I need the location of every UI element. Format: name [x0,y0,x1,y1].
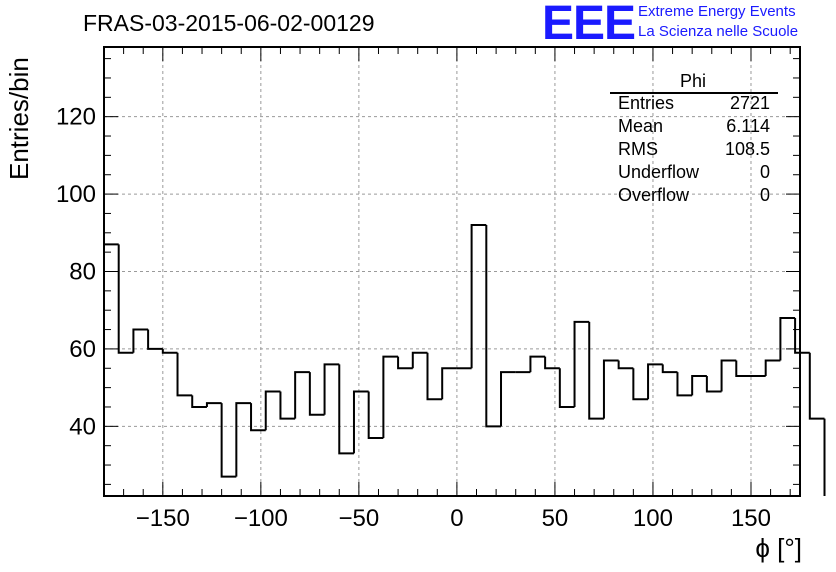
plot-frame [103,46,801,497]
y-tick-label: 120 [56,104,96,131]
histogram-bin [117,244,134,354]
histogram-bin [323,363,340,415]
histogram-bin [397,356,413,370]
stat-value: 2721 [729,93,770,113]
stat-row-underflow: Underflow 0 [618,162,770,183]
histogram-bin [617,360,634,370]
stat-row-entries: Entries 2721 [618,93,770,114]
histogram-bin [352,390,369,454]
histogram-bin [235,402,252,477]
chart-title: FRAS-03-2015-06-02-00129 [83,10,375,36]
histogram-bin [735,360,751,378]
histogram-bin [220,403,237,478]
histogram-bin [647,363,663,400]
histogram-bin [441,367,457,400]
histogram-bin [338,364,354,455]
y-tick-label: 80 [69,259,96,286]
stat-label: Underflow [618,162,700,182]
histogram-bin [176,352,193,397]
histogram-bin [308,372,325,416]
histogram-bin [676,372,693,397]
histogram-bin [705,376,722,393]
histogram-bin [147,329,163,350]
histogram-bin [720,359,737,392]
y-tick-label: 40 [69,413,96,440]
x-tick-label: −100 [234,505,288,532]
histogram-bin [411,351,428,369]
histogram-bin [529,355,546,373]
histogram-bin [558,368,575,408]
histogram-bin [264,390,281,431]
stat-row-overflow: Overflow 0 [618,185,770,206]
stat-label: RMS [618,139,658,159]
x-tick-label: 0 [450,505,463,532]
x-tick-label: −50 [339,505,380,532]
histogram-bin [485,225,502,428]
stat-value: 0 [759,162,770,182]
logo-text-line1: Extreme Energy Events [638,3,796,20]
histogram-bin [764,359,781,377]
histogram-bin [573,320,590,407]
histogram-bin [205,402,222,407]
stat-row-rms: RMS 108.5 [618,139,770,160]
y-tick-label: 100 [56,181,96,208]
histogram-bin [382,355,399,438]
histogram-bin [470,224,487,369]
histogram-bin [588,321,604,420]
logo-text-line2: La Scienza nelle Scuole [638,23,799,40]
histogram-bin [279,391,296,420]
x-tick-label: 50 [542,505,569,532]
histogram-bin [661,364,678,374]
stat-value: 6.114 [726,116,770,136]
histogram-bin [691,375,707,396]
stat-row-mean: Mean 6.114 [618,116,770,137]
x-axis-label: ϕ [°] [755,533,802,563]
stat-value: 108.5 [724,139,770,159]
y-tick-label: 60 [69,336,96,363]
stats-box-title: Phi [680,71,707,91]
histogram-bin [794,317,810,354]
x-tick-label: −150 [136,505,190,532]
y-axis-label: Entries/bin [4,57,34,180]
eee-logo: EEE [542,0,636,50]
histogram-bin [367,391,384,439]
histogram-bin [426,352,443,401]
stat-label: Entries [618,93,675,113]
histogram-bin [544,356,560,370]
histogram-bin [161,348,178,354]
stats-box-divider [610,92,778,94]
histogram-bin [632,368,649,401]
histogram-bin [779,316,796,361]
histogram-bin [602,359,619,419]
x-tick-label: 100 [633,505,673,532]
stat-label: Overflow [618,185,690,205]
stat-value: 0 [759,185,770,205]
stat-label: Mean [618,116,664,136]
x-tick-label: 150 [731,505,771,532]
histogram-bin [103,243,119,496]
histogram-bin [191,395,207,408]
histogram-bin [500,371,516,427]
histogram-bin [250,403,266,432]
histogram-bin [808,352,825,420]
histogram-bin [294,371,310,419]
histogram-bin [132,328,149,353]
